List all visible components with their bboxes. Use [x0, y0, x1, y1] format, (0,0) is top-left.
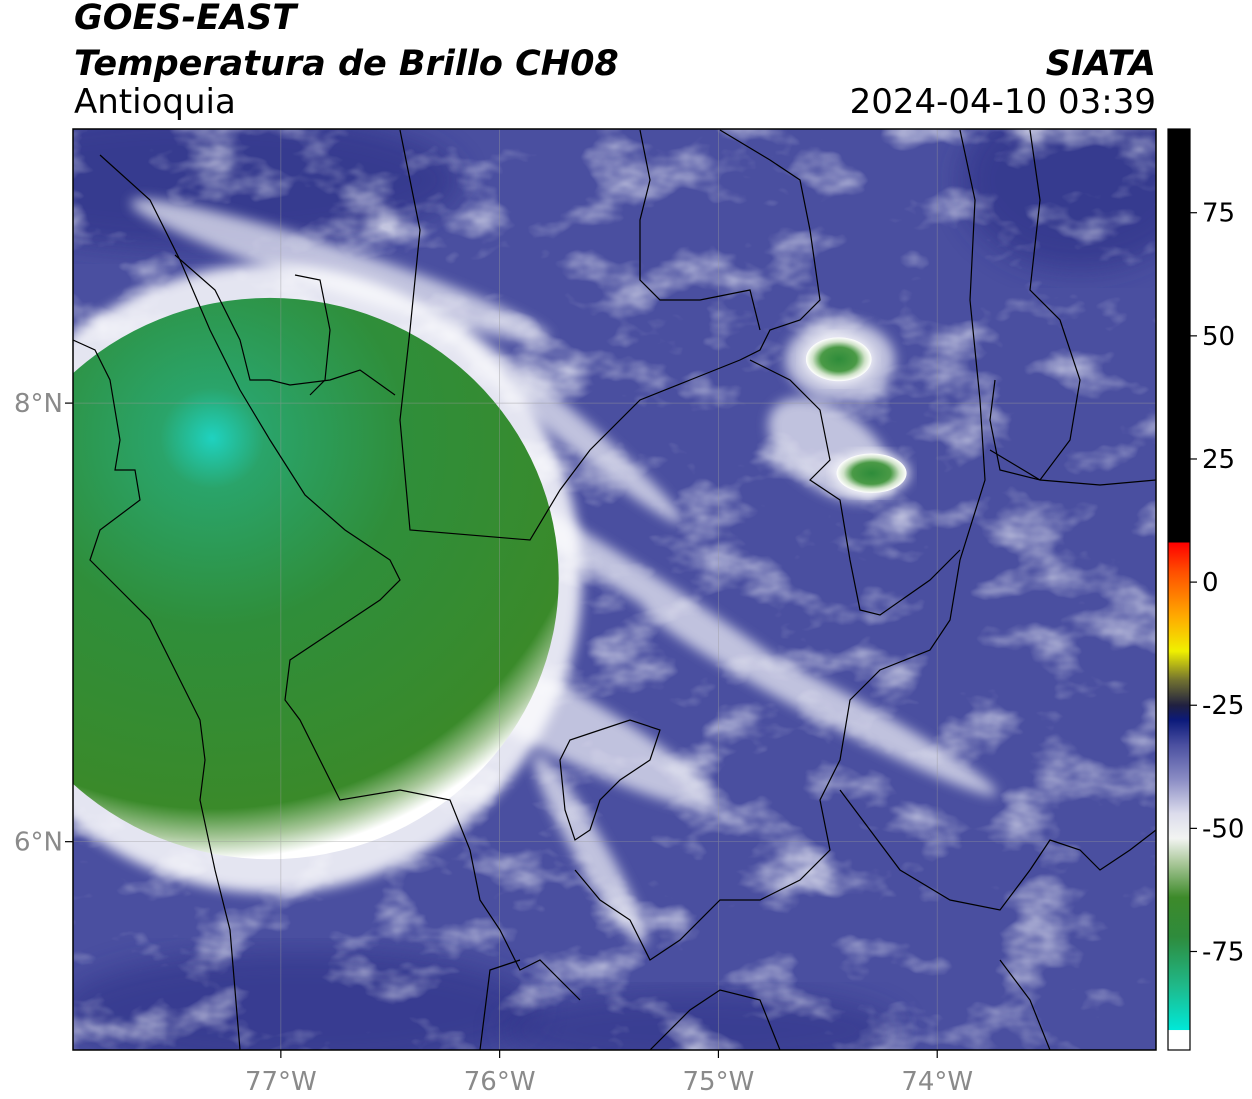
product-title: Temperatura de Brillo CH08: [74, 44, 619, 84]
satellite-title: GOES-EAST: [74, 0, 297, 38]
latitude-axis: 8°N 6°N: [14, 389, 73, 858]
boundary-magdalena: [989, 449, 1156, 486]
map-frame: [72, 128, 1157, 1051]
boundary-cordoba: [639, 129, 761, 331]
region-label: Antioquia: [74, 82, 236, 122]
gulf-shoreline: [174, 254, 396, 396]
lat-tick-label: 6°N: [14, 828, 63, 858]
boundary-boyaca: [839, 789, 1156, 911]
longitude-axis: 77°W 76°W 75°W 74°W: [245, 1050, 973, 1097]
colorbar-tick-label: 75: [1202, 199, 1235, 229]
boundary-antioquia-north: [399, 129, 821, 541]
lon-tick-label: 74°W: [901, 1067, 973, 1097]
lon-tick-label: 75°W: [683, 1067, 755, 1097]
organization-label: SIATA: [1045, 44, 1156, 84]
colorbar-tick-label: 50: [1202, 322, 1235, 352]
boundary-antioquia-west: [99, 154, 581, 1001]
lon-tick-label: 76°W: [464, 1067, 536, 1097]
lon-tick-label: 77°W: [245, 1067, 317, 1097]
administrative-boundaries: [73, 129, 1156, 1050]
timestamp-label: 2024-04-10 03:39: [849, 82, 1156, 122]
cold-cloud-layer: [73, 264, 910, 893]
colorbar-tick-label: 25: [1202, 445, 1235, 475]
grid-lines: [73, 129, 1156, 1050]
coastline-pacific: [73, 339, 241, 1050]
brightness-temperature-field: [73, 129, 1156, 1050]
boundary-antioquia-east: [749, 359, 961, 616]
colorbar-tick-label: 0: [1202, 568, 1219, 598]
boundary-antioquia-south: [574, 129, 986, 961]
large-cold-cloud-top: [73, 297, 559, 860]
boundary-santander: [989, 129, 1081, 481]
colorbar-tick-label: -25: [1202, 691, 1244, 721]
boundary-cundinamarca: [999, 959, 1051, 1050]
colorbar-ticks: 75 50 25 0 -25 -50 -75: [1190, 199, 1244, 967]
small-cold-cell-north: [805, 337, 872, 382]
colorbar-tick-label: -50: [1202, 814, 1244, 844]
boundary-choco-south: [479, 959, 521, 1050]
colorbar-scale: [1167, 128, 1191, 1051]
small-cold-cell-east: [836, 453, 907, 494]
colorbar: 75 50 25 0 -25 -50 -75: [1167, 128, 1244, 1051]
boundary-caldas: [649, 989, 781, 1050]
colorbar-tick-label: -75: [1202, 937, 1244, 967]
gulf-east-shore: [294, 274, 331, 396]
lat-tick-label: 8°N: [14, 389, 63, 419]
boundary-aburra-valley: [559, 719, 661, 841]
